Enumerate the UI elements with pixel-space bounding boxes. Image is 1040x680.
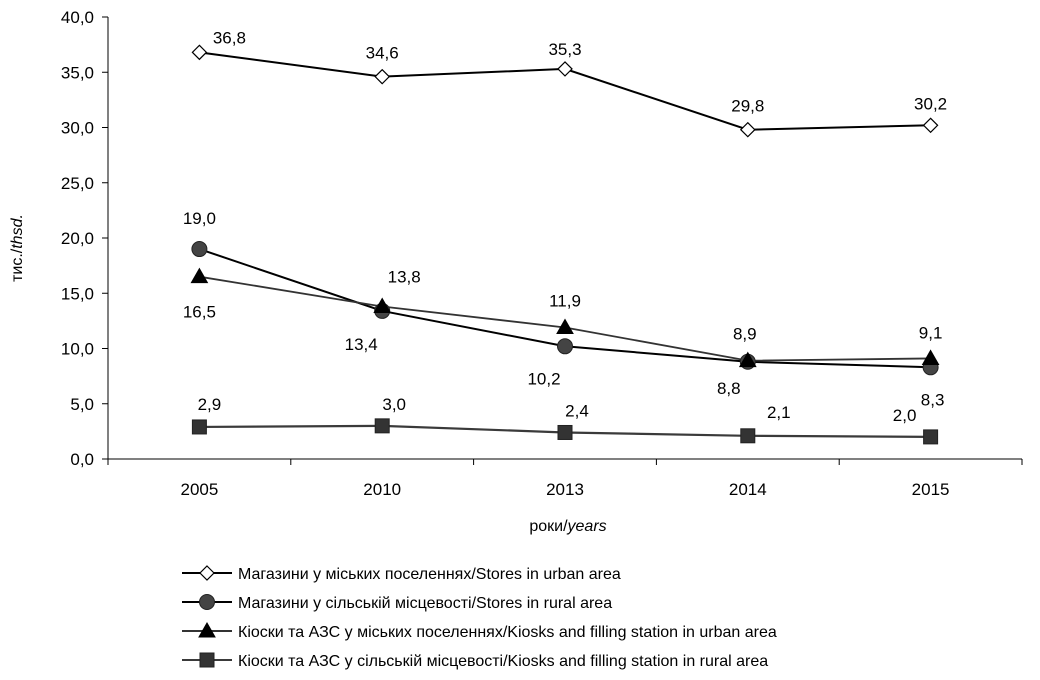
series-points (190, 44, 940, 445)
data-label: 8,8 (717, 379, 741, 398)
y-tick-label: 40,0 (61, 8, 94, 27)
data-label: 8,3 (921, 390, 945, 409)
x-tick-label: 2014 (729, 480, 767, 499)
legend-marker (199, 594, 215, 610)
data-label: 13,8 (388, 268, 421, 287)
y-tick-label: 30,0 (61, 119, 94, 138)
y-axis-title: тис./thsd. (9, 214, 26, 282)
data-label: 30,2 (914, 94, 947, 113)
legend-marker (199, 565, 215, 581)
data-label: 10,2 (527, 369, 560, 388)
series-3-point (190, 267, 209, 284)
data-label: 2,4 (565, 401, 589, 420)
data-label: 8,9 (733, 325, 757, 344)
legend-item: Магазини у міських поселеннях/Stores in … (182, 565, 621, 583)
legend-label: Магазини у міських поселеннях/Stores in … (238, 566, 621, 583)
legend-marker (199, 652, 215, 668)
legend-label: Кіоски та АЗС у сільській місцевості/Kio… (238, 653, 768, 670)
y-tick-label: 25,0 (61, 174, 94, 193)
series-3-point (738, 351, 757, 368)
legend-item: Кіоски та АЗС у сільській місцевості/Kio… (182, 652, 768, 670)
data-labels: 36,8 34,6 35,3 29,8 30,2 19,0 13,4 10,2 8,8 8,3 16… (183, 28, 947, 425)
series-2-point (557, 338, 573, 355)
data-label: 19,0 (183, 209, 216, 228)
series-1-point (374, 68, 391, 85)
y-tick-label: 15,0 (61, 284, 94, 303)
series-4-point (923, 429, 939, 445)
series-4-point (191, 419, 207, 435)
legend-item: Кіоски та АЗС у міських поселеннях/Kiosk… (182, 621, 777, 641)
data-label: 2,0 (893, 406, 917, 425)
data-label: 35,3 (548, 40, 581, 59)
series-4-point (374, 418, 390, 434)
x-axis-title: роки/years (529, 518, 606, 535)
x-tick-label: 2005 (180, 480, 218, 499)
legend-marker (198, 621, 216, 638)
data-label: 16,5 (183, 303, 216, 322)
series-2-point (191, 241, 208, 258)
x-tick-label: 2010 (363, 480, 401, 499)
series-1-point (191, 44, 208, 61)
y-tick-label: 5,0 (70, 395, 94, 414)
legend-item: Магазини у сільській місцевості/Stores i… (182, 594, 612, 612)
legend-label: Магазини у сільській місцевості/Stores i… (238, 595, 612, 612)
series-3-point (373, 297, 392, 314)
data-label: 2,1 (767, 403, 791, 422)
series-1-point (739, 121, 756, 138)
data-label: 36,8 (213, 28, 246, 47)
legend-label: Кіоски та АЗС у міських поселеннях/Kiosk… (238, 624, 777, 641)
series-3-point (556, 318, 574, 335)
x-tick-label: 2015 (912, 480, 950, 499)
data-label: 13,4 (345, 335, 378, 354)
y-tick-label: 20,0 (61, 229, 94, 248)
series-3-point (921, 349, 940, 365)
x-tick-label: 2013 (546, 480, 584, 499)
chart-axes (102, 16, 1023, 465)
series-lines (199, 51, 931, 438)
data-label: 2,9 (198, 395, 222, 414)
data-label: 11,9 (549, 292, 581, 311)
data-label: 34,6 (366, 44, 399, 63)
y-tick-label: 0,0 (70, 450, 94, 469)
data-label: 29,8 (731, 97, 764, 116)
y-tick-labels: 0,0 5,0 10,0 15,0 20,0 25,0 30,0 35,0 40,0 (61, 8, 94, 469)
data-label: 9,1 (919, 323, 943, 342)
legend: Магазини у міських поселеннях/Stores in … (182, 565, 777, 670)
y-tick-label: 10,0 (61, 340, 94, 359)
data-label: 3,0 (382, 395, 406, 414)
series-1-point (922, 117, 939, 134)
series-1-point (557, 61, 573, 77)
series-4-point (557, 424, 573, 440)
series-4-point (740, 428, 756, 444)
x-tick-labels: 2005 2010 2013 2014 2015 (180, 480, 949, 499)
y-tick-label: 35,0 (61, 63, 94, 82)
